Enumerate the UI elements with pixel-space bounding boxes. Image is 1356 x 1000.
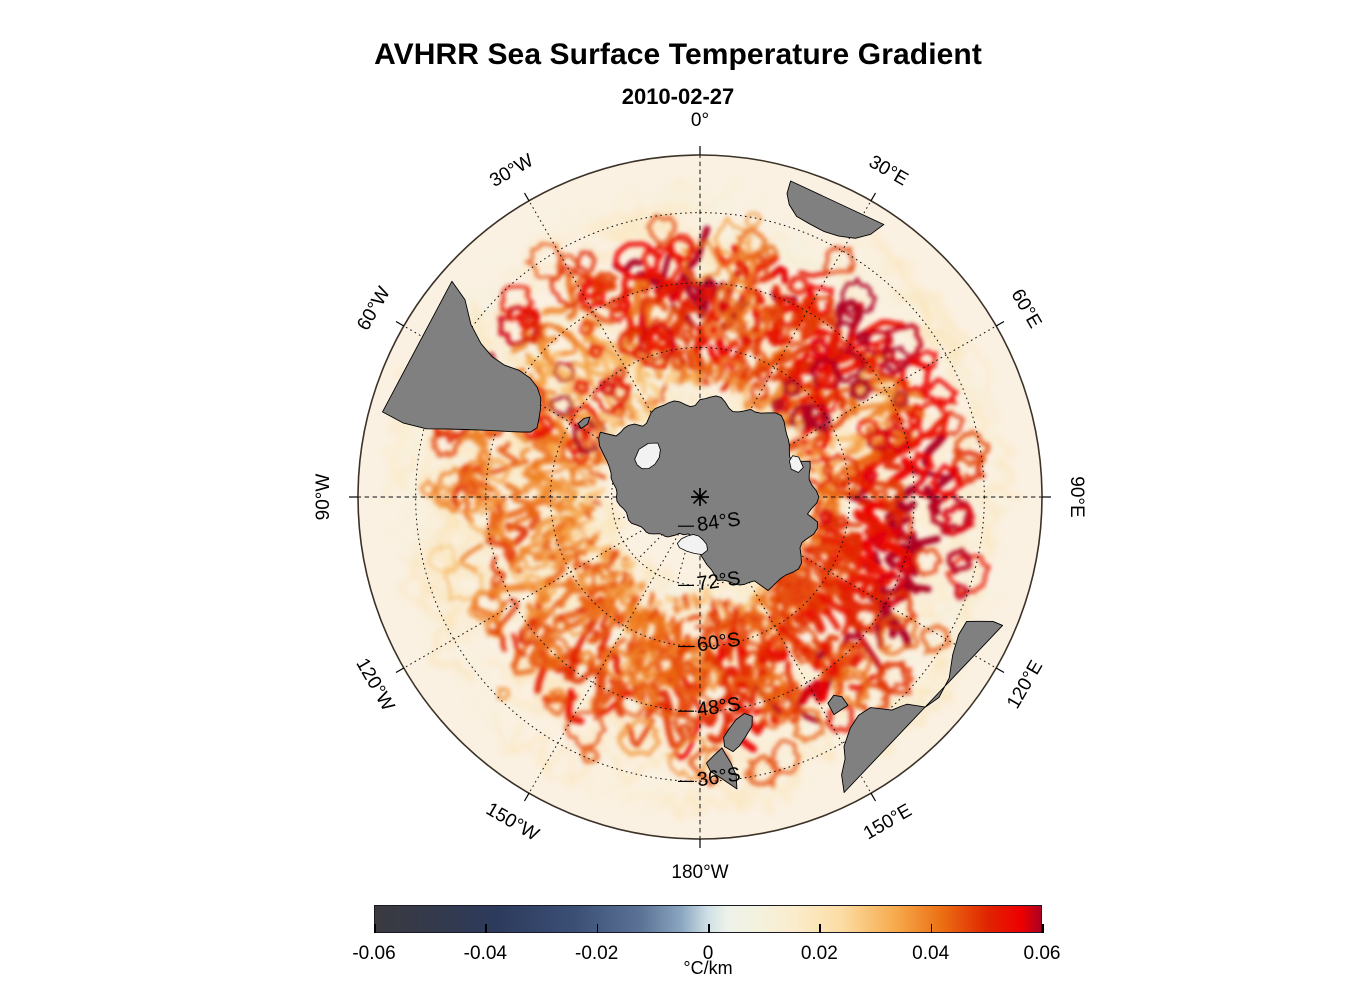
colorbar-tick-label: 0 [702,943,714,964]
gradient-field-layer [380,177,1023,821]
longitude-tick [395,667,405,674]
figure-date-subtitle: 2010-02-27 [621,84,735,109]
colorbar-unit-label: °C/km [683,958,733,978]
pole-star-ray [693,490,707,504]
longitude-tick [870,192,877,202]
colorbar-tick-label: -0.06 [352,943,396,964]
amery-ice-shelf [789,455,804,473]
longitude-tick [995,320,1005,327]
longitude-label: 150°W [482,799,542,846]
south-pole-marker [691,488,709,506]
longitude-tickmarks [349,146,1051,848]
latitude-tickmarks [678,525,694,783]
longitude-spoke-minor [637,498,699,560]
south-shetland-islands [577,416,591,429]
colorbar-tick-label: -0.04 [463,943,507,964]
colorbar-tick [374,924,376,933]
colorbar-tick-label: 0.06 [1023,943,1061,964]
colorbar-tick [819,924,821,933]
longitude-label: 120°E [1003,657,1047,713]
longitude-label: 90°E [1066,476,1087,517]
colorbar-tick [485,924,487,933]
longitude-spoke [528,499,699,794]
colorbar-tick-label: 0.02 [800,943,838,964]
longitude-label: 90°W [313,474,334,521]
longitude-tick [395,320,405,327]
new-zealand-north-island [706,747,738,790]
longitude-label: 30°E [865,152,911,191]
colorbar-tickmarks [374,924,1044,941]
colorbar-tick-label: 0.04 [912,943,950,964]
longitude-tick [523,792,530,802]
longitude-tick [523,192,530,202]
ross-ice-shelf [676,534,708,555]
colorbar: -0.06 -0.04 -0.02 0 0.02 0.04 0.06 [352,905,1060,967]
page-title: AVHRR Sea Surface Temperature Gradient [374,38,982,71]
frontal-filament-field [418,211,991,790]
new-zealand-south-island [723,713,753,753]
longitude-label: 180°W [671,862,728,883]
southern-africa-landmass [786,180,885,239]
colorbar-tick-labels: -0.06 -0.04 -0.02 0 0.02 0.04 0.06 [352,941,1060,967]
coastlines-layer [382,180,1004,793]
colorbar-tick [1042,924,1044,933]
south-america-landmass [382,280,542,433]
colorbar-tick [930,924,933,933]
longitude-label: 60°W [353,283,395,334]
longitude-label: 0° [691,110,709,131]
colorbar-tick-label: -0.02 [575,943,619,964]
polar-map-svg: 0° 30°E 60°E 90°E 120°E 150°E 180°W 150°W 120°W 9… [313,110,1087,883]
longitude-label: 60°E [1007,286,1046,332]
polar-map-figure: 0° 30°E 60°E 90°E 120°E 150°E 180°W 150°W 120°W 9… [313,110,1087,883]
longitude-label: 150°E [860,800,916,844]
longitude-tick [870,792,877,802]
sst-gradient-raster [358,155,1042,839]
landmasses [382,180,1004,793]
longitude-label: 120°W [351,655,398,715]
filchner-ronne-ice-shelf [634,442,661,470]
longitude-spoke-minor [676,499,700,583]
australia-landmass [841,620,1004,793]
colorbar-tick [596,924,599,933]
longitude-tick [995,667,1005,674]
colorbar-tick [708,924,710,933]
tasmania-landmass [827,694,849,716]
title-block: AVHRR Sea Surface Temperature Gradient 2… [0,0,1356,110]
longitude-label: 30°W [486,150,537,192]
